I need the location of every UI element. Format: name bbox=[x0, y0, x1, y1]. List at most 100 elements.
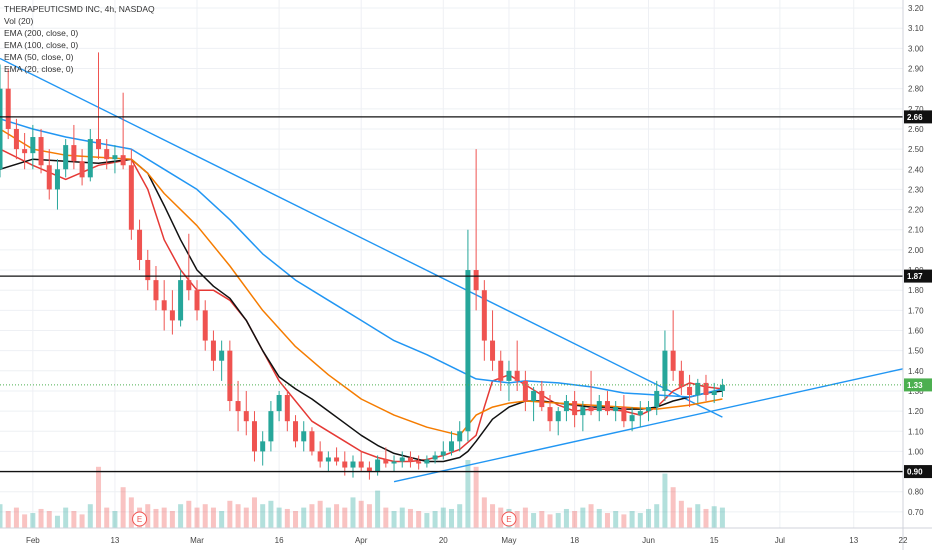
ema-line bbox=[0, 128, 723, 437]
candle-body bbox=[350, 461, 356, 468]
x-tick-label: Mar bbox=[190, 536, 204, 545]
volume-bar bbox=[202, 504, 208, 528]
volume-bar bbox=[654, 504, 660, 528]
candle-body bbox=[637, 411, 643, 416]
x-tick-label: 18 bbox=[570, 536, 579, 545]
candle-body bbox=[432, 455, 438, 460]
horizontal-levels bbox=[0, 116, 903, 473]
candle-body bbox=[186, 280, 192, 291]
volume-bar bbox=[432, 511, 438, 528]
y-tick-label: 2.30 bbox=[908, 185, 924, 194]
candle-body bbox=[383, 459, 389, 464]
volume-bar bbox=[120, 487, 126, 528]
volume-bar bbox=[596, 508, 602, 528]
x-tick-label: Feb bbox=[26, 536, 40, 545]
candle-body bbox=[662, 350, 668, 391]
candle-body bbox=[13, 128, 19, 150]
candle-body bbox=[440, 451, 446, 456]
level-badge bbox=[904, 110, 932, 124]
x-tick-label: Apr bbox=[355, 536, 368, 545]
candle-body bbox=[38, 137, 44, 166]
y-tick-label: 1.50 bbox=[908, 347, 924, 356]
candle-body bbox=[539, 390, 545, 408]
last-price-badge bbox=[904, 378, 932, 392]
volume-bar bbox=[473, 466, 479, 528]
y-tick-label: 1.20 bbox=[908, 407, 924, 416]
candle-body bbox=[687, 386, 693, 395]
volume-bars bbox=[0, 460, 725, 528]
candle-body bbox=[719, 384, 725, 391]
candle-body bbox=[481, 290, 487, 341]
y-tick-label: 1.10 bbox=[908, 427, 924, 436]
volume-bar bbox=[399, 507, 405, 528]
candle-body bbox=[63, 145, 69, 170]
level-badge-label: 1.87 bbox=[907, 272, 923, 281]
candle-body bbox=[670, 350, 676, 371]
candle-body bbox=[325, 457, 331, 462]
volume-bar bbox=[670, 487, 676, 528]
candle-body bbox=[407, 457, 413, 462]
candle-body bbox=[342, 461, 348, 468]
x-axis-background bbox=[0, 528, 932, 550]
candle-body bbox=[465, 270, 471, 432]
x-tick-label: 13 bbox=[849, 536, 858, 545]
volume-bar bbox=[539, 511, 545, 528]
volume-bar bbox=[580, 507, 586, 528]
candle-body bbox=[178, 280, 184, 321]
legend-ema-20: EMA (20, close, 0) bbox=[4, 64, 74, 74]
volume-bar bbox=[514, 511, 520, 528]
candle-body bbox=[490, 340, 496, 361]
volume-bar bbox=[38, 508, 44, 528]
volume-bar bbox=[613, 511, 619, 528]
y-tick-label: 3.10 bbox=[908, 24, 924, 33]
volume-bar bbox=[604, 513, 610, 528]
volume-bar bbox=[358, 500, 364, 528]
candle-body bbox=[169, 310, 175, 321]
y-tick-label: 2.70 bbox=[908, 105, 924, 114]
volume-bar bbox=[104, 507, 110, 528]
volume-bar bbox=[621, 514, 627, 528]
candle-body bbox=[646, 407, 652, 412]
volume-bar bbox=[317, 500, 323, 528]
candle-body bbox=[5, 88, 11, 129]
x-tick-label: Jul bbox=[775, 536, 785, 545]
y-tick-label: 2.80 bbox=[908, 85, 924, 94]
volume-bar bbox=[301, 507, 307, 528]
y-tick-label: 1.70 bbox=[908, 306, 924, 315]
candle-body bbox=[703, 382, 709, 395]
trendline bbox=[0, 57, 723, 418]
candle-body bbox=[695, 382, 701, 395]
volume-bar bbox=[498, 507, 504, 528]
volume-bar bbox=[637, 513, 643, 528]
volume-bar bbox=[391, 511, 397, 528]
candle-body bbox=[210, 340, 216, 361]
candle-body bbox=[309, 431, 315, 452]
volume-bar bbox=[54, 515, 60, 528]
volume-bar bbox=[251, 497, 257, 528]
volume-bar bbox=[457, 504, 463, 528]
volume-bar bbox=[46, 511, 52, 528]
candle-body bbox=[112, 155, 118, 160]
volume-bar bbox=[662, 473, 668, 528]
candle-body bbox=[227, 350, 233, 402]
candle-body bbox=[588, 407, 594, 412]
volume-bar bbox=[572, 511, 578, 528]
y-tick-label: 1.60 bbox=[908, 327, 924, 336]
volume-bar bbox=[71, 511, 77, 528]
volume-bar bbox=[481, 497, 487, 528]
candle-body bbox=[580, 407, 586, 416]
volume-bar bbox=[555, 513, 561, 528]
volume-bar bbox=[465, 460, 471, 528]
candle-body bbox=[194, 290, 200, 311]
volume-bar bbox=[128, 497, 134, 528]
volume-bar bbox=[350, 497, 356, 528]
y-tick-label: 2.90 bbox=[908, 65, 924, 74]
x-tick-label: May bbox=[501, 536, 516, 545]
level-badge bbox=[904, 465, 932, 479]
candle-body bbox=[260, 441, 266, 452]
volume-bar bbox=[695, 504, 701, 528]
candle-body bbox=[317, 451, 323, 462]
legend-ema-100: EMA (100, close, 0) bbox=[4, 40, 78, 50]
